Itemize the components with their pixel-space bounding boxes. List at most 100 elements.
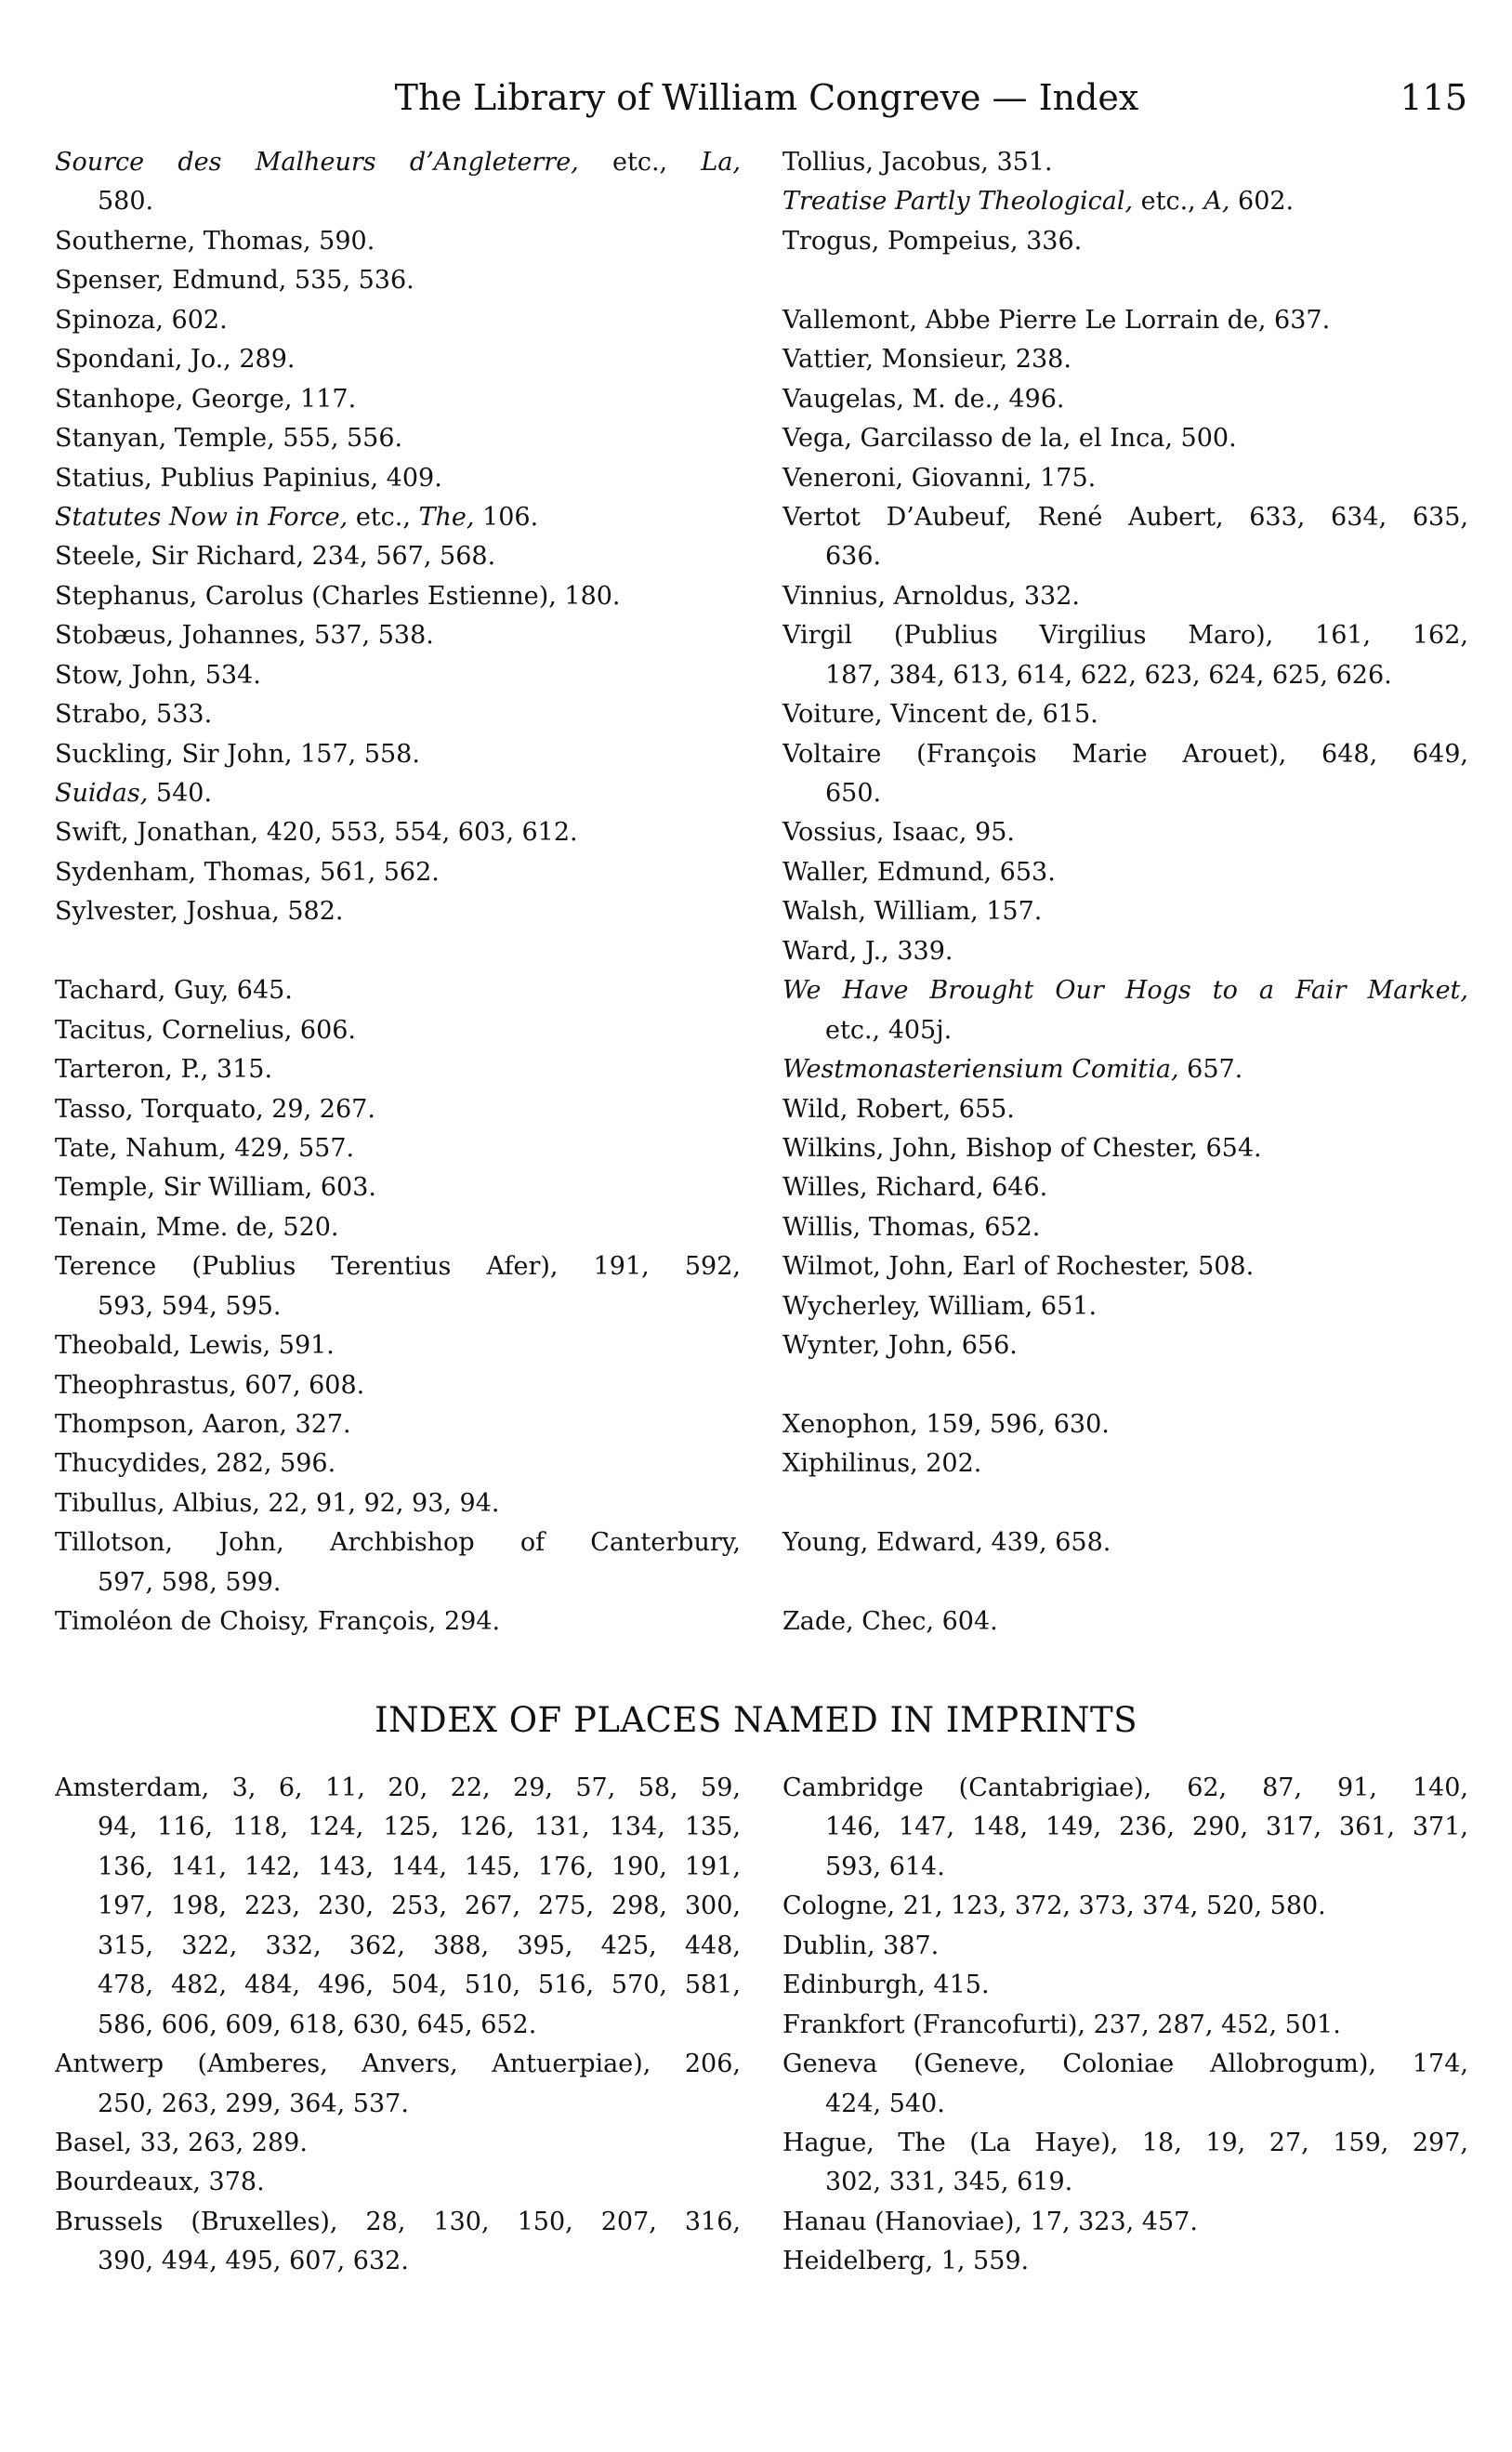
- entry-continuation-line: 94, 116, 118, 124, 125, 126, 131, 134, 1…: [98, 1813, 741, 1842]
- entry-line: Stow, John, 534.: [55, 660, 261, 690]
- running-head-title: The Library of William Congreve — Index: [394, 77, 1139, 118]
- entry-text: 106.: [474, 502, 539, 532]
- letter-group-gap: [782, 1563, 1468, 1602]
- index-entry: Xiphilinus, 202.: [782, 1444, 1468, 1483]
- entry-line: We Have Brought Our Hogs to a Fair Marke…: [782, 971, 1468, 1010]
- index-entry: Source des Malheurs d’Angleterre, etc., …: [55, 143, 741, 222]
- entry-line: Treatise Partly Theological, etc., A, 60…: [782, 182, 1468, 221]
- entry-line: Vaugelas, M. de., 496.: [782, 384, 1065, 414]
- entry-line: Theophrastus, 607, 608.: [55, 1370, 365, 1400]
- index-entry: Hanau (Hanoviae), 17, 323, 457.: [782, 2203, 1468, 2242]
- index-entry: Theobald, Lewis, 591.: [55, 1326, 741, 1365]
- index-entry: Southerne, Thomas, 590.: [55, 222, 741, 261]
- index-entry: Geneva (Geneve, Coloniae Allobrogum), 17…: [782, 2045, 1468, 2124]
- entry-text: 602.: [1229, 187, 1295, 217]
- entry-continuation-line: 478, 482, 484, 496, 504, 510, 516, 570, …: [98, 1971, 741, 2000]
- index-entry: Tate, Nahum, 429, 557.: [55, 1129, 741, 1168]
- entry-continuation-line: 250, 263, 299, 364, 537.: [98, 2089, 409, 2118]
- entry-line: Tachard, Guy, 645.: [55, 976, 293, 1006]
- entry-continuation-line: 650.: [825, 779, 882, 808]
- index-entry: Xenophon, 159, 596, 630.: [782, 1405, 1468, 1444]
- entry-line: Source des Malheurs d’Angleterre, etc., …: [55, 143, 741, 182]
- index-entry: Statius, Publius Papinius, 409.: [55, 459, 741, 498]
- index-entry: Cologne, 21, 123, 372, 373, 374, 520, 58…: [782, 1887, 1468, 1926]
- entry-line: Wycherley, William, 651.: [782, 1291, 1098, 1321]
- index-entry: Bourdeaux, 378.: [55, 2163, 741, 2202]
- index-entry: Thompson, Aaron, 327.: [55, 1405, 741, 1444]
- entry-continuation-line: 187, 384, 613, 614, 622, 623, 624, 625, …: [825, 660, 1392, 690]
- entry-line: Virgil (Publius Virgilius Maro), 161, 16…: [782, 621, 1468, 651]
- index-entry: Tollius, Jacobus, 351.: [782, 143, 1468, 182]
- index-entry: Tarteron, P., 315.: [55, 1050, 741, 1089]
- entry-line: Hague, The (La Haye), 18, 19, 27, 159, 2…: [782, 2128, 1468, 2157]
- entry-line: Spondani, Jo., 289.: [55, 345, 296, 375]
- index-entry: Tibullus, Albius, 22, 91, 92, 93, 94.: [55, 1484, 741, 1523]
- index-entry: Vega, Garcilasso de la, el Inca, 500.: [782, 419, 1468, 458]
- entry-line: Spinoza, 602.: [55, 305, 228, 335]
- index-entry: Spondani, Jo., 289.: [55, 340, 741, 379]
- index-entry: Heidelberg, 1, 559.: [782, 2242, 1468, 2281]
- entry-line: Bourdeaux, 378.: [55, 2168, 265, 2197]
- index-entry: Willis, Thomas, 652.: [782, 1208, 1468, 1247]
- index-entry: Amsterdam, 3, 6, 11, 20, 22, 29, 57, 58,…: [55, 1769, 741, 2045]
- index-entry: Vossius, Isaac, 95.: [782, 813, 1468, 852]
- entry-line: Tibullus, Albius, 22, 91, 92, 93, 94.: [55, 1488, 500, 1518]
- index-entry: Waller, Edmund, 653.: [782, 853, 1468, 892]
- entry-line: Cambridge (Cantabrigiae), 62, 87, 91, 14…: [782, 1773, 1468, 1802]
- entry-line: Vega, Garcilasso de la, el Inca, 500.: [782, 424, 1237, 454]
- index-entry: Theophrastus, 607, 608.: [55, 1366, 741, 1405]
- entry-line: Southerne, Thomas, 590.: [55, 226, 375, 256]
- index-entry: Treatise Partly Theological, etc., A, 60…: [782, 182, 1468, 221]
- entry-line: Wynter, John, 656.: [782, 1331, 1018, 1361]
- entry-line: Suckling, Sir John, 157, 558.: [55, 739, 420, 769]
- entry-continuation-line: 586, 606, 609, 618, 630, 645, 652.: [98, 2010, 537, 2039]
- index-entry: Swift, Jonathan, 420, 553, 554, 603, 612…: [55, 813, 741, 852]
- entry-line: Geneva (Geneve, Coloniae Allobrogum), 17…: [782, 2050, 1468, 2079]
- index-entry: We Have Brought Our Hogs to a Fair Marke…: [782, 971, 1468, 1050]
- entry-continuation-line: etc., 405j.: [825, 1015, 953, 1045]
- entry-continuation-line: 636.: [825, 542, 882, 572]
- entry-title-italic: We Have Brought Our Hogs to a Fair Marke…: [782, 976, 1468, 1006]
- entry-continuation-line: 315, 322, 332, 362, 388, 395, 425, 448,: [98, 1931, 741, 1960]
- entry-line: Tillotson, John, Archbishop of Canterbur…: [55, 1528, 741, 1558]
- entry-line: Antwerp (Amberes, Anvers, Antuerpiae), 2…: [55, 2050, 741, 2079]
- entry-line: Steele, Sir Richard, 234, 567, 568.: [55, 542, 496, 572]
- index-entry: Timoléon de Choisy, François, 294.: [55, 1602, 741, 1641]
- entry-line: Stanyan, Temple, 555, 556.: [55, 424, 403, 454]
- index-entry: Thucydides, 282, 596.: [55, 1444, 741, 1483]
- entry-line: Thompson, Aaron, 327.: [55, 1410, 351, 1439]
- entry-line: Tenain, Mme. de, 520.: [55, 1212, 339, 1242]
- page-number: 115: [1400, 77, 1467, 118]
- index-entry: Terence (Publius Terentius Afer), 191, 5…: [55, 1247, 741, 1326]
- index-entry: Walsh, William, 157.: [782, 892, 1468, 931]
- entry-text: etc.,: [348, 502, 419, 532]
- index-entry: Zade, Chec, 604.: [782, 1602, 1468, 1641]
- letter-group-gap: [782, 1366, 1468, 1405]
- index-entry: Tacitus, Cornelius, 606.: [55, 1011, 741, 1050]
- index-entry: Tachard, Guy, 645.: [55, 971, 741, 1010]
- entry-title-italic: Source des Malheurs d’Angleterre,: [55, 148, 579, 177]
- entry-continuation-line: 597, 598, 599.: [98, 1567, 282, 1597]
- entry-line: Voiture, Vincent de, 615.: [782, 700, 1098, 730]
- index-entry: Antwerp (Amberes, Anvers, Antuerpiae), 2…: [55, 2045, 741, 2124]
- index-entry: Veneroni, Giovanni, 175.: [782, 459, 1468, 498]
- entry-title-italic: Suidas,: [55, 779, 149, 808]
- entry-line: Theobald, Lewis, 591.: [55, 1331, 335, 1361]
- index-entry: Tenain, Mme. de, 520.: [55, 1208, 741, 1247]
- entry-continuation-line: 593, 614.: [825, 1852, 945, 1881]
- entry-line: Vattier, Monsieur, 238.: [782, 345, 1072, 375]
- index-entry: Young, Edward, 439, 658.: [782, 1523, 1468, 1562]
- index-entry: Trogus, Pompeius, 336.: [782, 222, 1468, 261]
- index-entry: Statutes Now in Force, etc., The, 106.: [55, 498, 741, 537]
- entry-title-italic: The,: [418, 502, 475, 532]
- index-entry: Tillotson, John, Archbishop of Canterbur…: [55, 1523, 741, 1602]
- index-entry: Vattier, Monsieur, 238.: [782, 340, 1468, 379]
- entry-line: Zade, Chec, 604.: [782, 1607, 998, 1637]
- entry-text: etc.,: [1133, 187, 1204, 217]
- letter-group-gap: [782, 1484, 1468, 1523]
- entry-line: Ward, J., 339.: [782, 936, 953, 966]
- index-entry: Wilmot, John, Earl of Rochester, 508.: [782, 1247, 1468, 1286]
- index-entry: Suckling, Sir John, 157, 558.: [55, 735, 741, 774]
- entry-continuation-line: 136, 141, 142, 143, 144, 145, 176, 190, …: [98, 1852, 741, 1881]
- letter-group-gap: [55, 932, 741, 971]
